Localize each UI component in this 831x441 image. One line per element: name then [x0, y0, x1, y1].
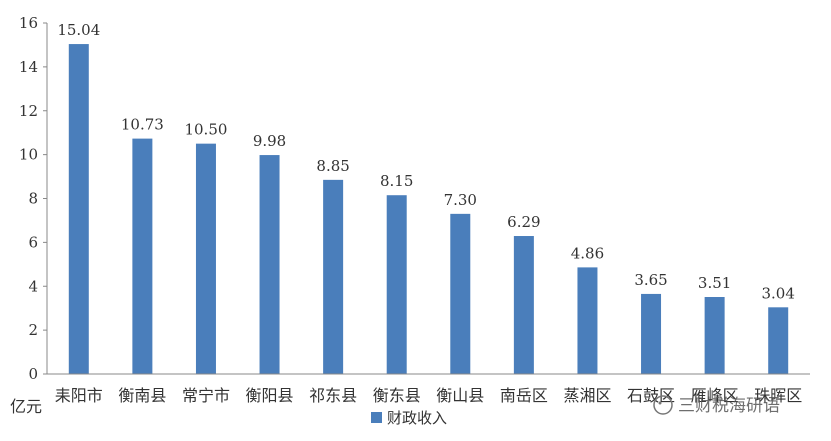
legend-label: 财政收入 [387, 409, 447, 427]
y-tick-label: 14 [19, 58, 38, 76]
data-label: 8.85 [316, 157, 349, 175]
legend-swatch [371, 412, 382, 423]
x-tick-label: 耒阳市 [55, 386, 103, 405]
bar [132, 138, 153, 374]
x-tick-label: 雁峰区 [691, 386, 739, 405]
legend: 财政收入 [371, 409, 447, 427]
x-tick-label: 衡东县 [373, 386, 421, 405]
x-tick-label: 蒸湘区 [563, 386, 611, 405]
x-tick-label: 南岳区 [500, 386, 548, 405]
y-tick-label: 2 [28, 321, 38, 339]
y-tick-label: 12 [19, 102, 38, 120]
watermark-icon [653, 395, 673, 415]
x-axis: 耒阳市 衡南县 常宁市 衡阳县 祁东县 衡东县 衡山县 南岳区 蒸湘区 石鼓区 雁峰区 珠晖区 [47, 373, 810, 405]
y-tick-label: 10 [19, 146, 38, 164]
y-tick-label: 4 [28, 277, 38, 295]
y-axis-unit-label: 亿元 [10, 397, 42, 416]
bar [323, 179, 344, 374]
y-axis: 0 2 4 6 8 10 12 14 16 [19, 14, 48, 383]
data-label: 15.04 [57, 21, 100, 39]
x-tick-label: 珠晖区 [754, 386, 802, 405]
data-label: 10.73 [121, 116, 164, 134]
x-tick-label: 衡山县 [436, 386, 484, 405]
plot-area: 15.04 10.73 10.50 9.98 8.85 8.15 7.30 6.29 4.86 3… [57, 21, 795, 375]
watermark-icon-dot [658, 401, 662, 405]
bar [259, 155, 280, 374]
data-label: 3.65 [634, 271, 667, 289]
bar [577, 267, 598, 374]
y-tick-label: 16 [19, 14, 38, 32]
data-label: 3.51 [698, 274, 731, 292]
bar [704, 296, 725, 374]
bar [386, 195, 407, 374]
x-tick-label: 祁东县 [309, 386, 357, 405]
bar [641, 293, 662, 374]
bar [195, 143, 216, 374]
x-tick-label: 衡阳县 [246, 386, 294, 405]
x-tick-label: 常宁市 [182, 386, 230, 405]
data-label: 6.29 [507, 213, 540, 231]
y-tick-label: 0 [28, 365, 38, 383]
data-label: 8.15 [380, 172, 413, 190]
bar [450, 213, 471, 374]
bar [68, 44, 89, 375]
data-label: 3.04 [762, 284, 795, 302]
bar [768, 307, 789, 374]
data-label: 10.50 [184, 121, 227, 139]
y-tick-label: 6 [28, 233, 38, 251]
bar [513, 236, 534, 374]
y-tick-label: 8 [28, 190, 38, 208]
data-label: 4.86 [571, 244, 604, 262]
watermark-text: 三财税海研语 [678, 396, 780, 416]
x-tick-label: 衡南县 [118, 386, 166, 405]
x-tick-label: 石鼓区 [627, 386, 675, 405]
data-label: 7.30 [444, 191, 477, 209]
data-label: 9.98 [253, 132, 286, 150]
watermark: 三财税海研语 [653, 395, 780, 416]
